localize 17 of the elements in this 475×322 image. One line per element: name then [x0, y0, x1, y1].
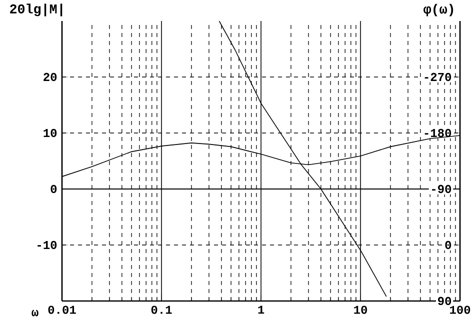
y-tick-label: -10 [38, 240, 57, 250]
y-tick-label: 20 [44, 72, 57, 82]
y2-axis-title: φ(ω) [424, 4, 454, 16]
y-tick-label: 0 [50, 184, 57, 194]
x-tick-label: 10 [354, 306, 368, 314]
y-axis-title: 20lg|M| [10, 4, 62, 16]
x-tick-label: 1 [258, 306, 264, 314]
y2-tick-label: -270 [424, 72, 452, 82]
y2-tick-label: 90 [438, 296, 452, 306]
x-tick-label: 100 [450, 306, 470, 314]
y2-tick-label: 0 [445, 240, 452, 250]
x-tick-label: 0.1 [151, 306, 172, 314]
y2-tick-label: -90 [432, 184, 452, 194]
x-tick-label: 0.01 [48, 306, 76, 314]
y-tick-label: 10 [44, 128, 57, 138]
y2-tick-label: -180 [424, 128, 452, 138]
x-axis-title: ω [32, 310, 38, 316]
